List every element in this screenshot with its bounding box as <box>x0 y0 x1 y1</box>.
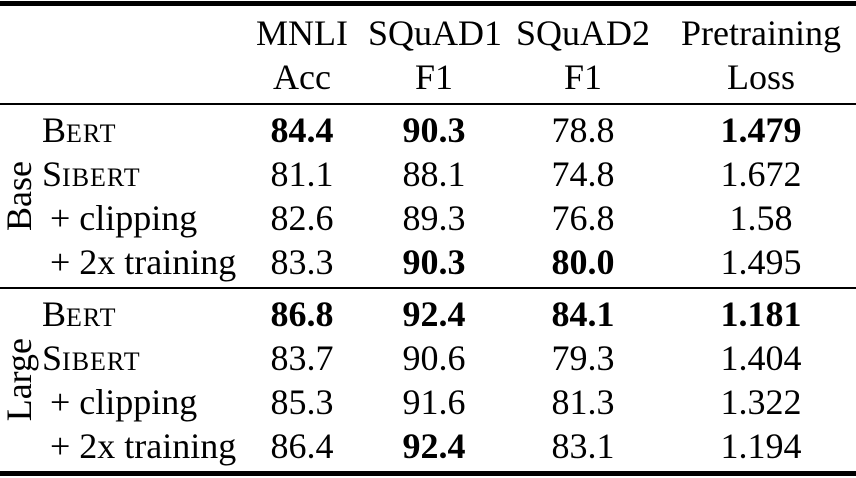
row-label: BERT <box>38 293 236 335</box>
bottom-rule <box>0 471 856 476</box>
value-mnli: 83.3 <box>270 242 334 282</box>
group-large-side: Large <box>0 292 39 468</box>
row-label: SIBERT <box>38 153 236 195</box>
header-line2: Loss <box>726 56 795 97</box>
value-loss: 1.181 <box>720 294 802 334</box>
value-mnli: 86.8 <box>270 294 334 334</box>
value-loss: 1.404 <box>720 338 802 378</box>
header-line1: SQuAD2 <box>515 12 650 53</box>
value-squad2: 84.1 <box>551 294 615 334</box>
group-base-rows: BERT 84.4 90.3 78.8 1.479 SIBERT 81.1 88… <box>38 108 856 284</box>
value-loss: 1.479 <box>720 110 802 150</box>
group-divider-rule <box>0 287 856 289</box>
label-cap: B <box>42 294 67 334</box>
label-cap: S <box>42 338 63 378</box>
value-squad2: 78.8 <box>551 110 615 150</box>
value-squad1: 90.6 <box>402 338 466 378</box>
row-large-bert: BERT 86.8 92.4 84.1 1.181 <box>38 292 856 336</box>
value-squad2: 81.3 <box>551 382 615 422</box>
header-line2: F1 <box>563 56 603 97</box>
header-rule <box>0 103 856 105</box>
row-label: BERT <box>38 109 236 151</box>
group-label-base: Base <box>0 161 39 231</box>
label-plain: + clipping <box>50 198 198 238</box>
header-line1: MNLI <box>256 12 348 53</box>
value-squad1: 90.3 <box>402 242 466 282</box>
value-squad1: 88.1 <box>402 154 466 194</box>
row-large-2x-training: + 2x training 86.4 92.4 83.1 1.194 <box>38 424 856 468</box>
header-line1: SQuAD1 <box>368 12 503 53</box>
table-header: MNLI Acc SQuAD1 F1 SQuAD2 F1 Pretraining… <box>0 6 856 103</box>
group-label-large: Large <box>0 338 39 422</box>
value-squad1: 91.6 <box>402 382 466 422</box>
value-mnli: 85.3 <box>270 382 334 422</box>
row-base-2x-training: + 2x training 83.3 90.3 80.0 1.495 <box>38 240 856 284</box>
row-base-sibert: SIBERT 81.1 88.1 74.8 1.672 <box>38 152 856 196</box>
value-squad2: 80.0 <box>551 242 615 282</box>
row-label: + 2x training <box>38 425 236 467</box>
label-plain: + clipping <box>50 382 198 422</box>
group-large-rows: BERT 86.8 92.4 84.1 1.181 SIBERT 83.7 90… <box>38 292 856 468</box>
row-label: SIBERT <box>38 337 236 379</box>
value-squad1: 92.4 <box>402 426 466 466</box>
row-large-sibert: SIBERT 83.7 90.6 79.3 1.404 <box>38 336 856 380</box>
row-base-clipping: + clipping 82.6 89.3 76.8 1.58 <box>38 196 856 240</box>
label-cap: S <box>42 154 63 194</box>
value-mnli: 84.4 <box>270 110 334 150</box>
header-col-mnli: MNLI Acc <box>236 11 368 99</box>
row-label: + clipping <box>38 197 236 239</box>
group-large: Large BERT 86.8 92.4 84.1 1.181 SIBERT 8… <box>0 289 856 471</box>
group-base: Base BERT 84.4 90.3 78.8 1.479 SIBERT 81… <box>0 105 856 287</box>
header-spacer <box>0 11 236 99</box>
group-base-side: Base <box>0 108 39 284</box>
label-plain: + 2x training <box>50 242 237 282</box>
value-loss: 1.322 <box>720 382 802 422</box>
value-mnli: 81.1 <box>270 154 334 194</box>
value-mnli: 86.4 <box>270 426 334 466</box>
row-label: + 2x training <box>38 241 236 283</box>
label-smallcaps: IBERT <box>62 163 141 192</box>
value-loss: 1.58 <box>729 198 793 238</box>
value-loss: 1.194 <box>720 426 802 466</box>
value-squad2: 76.8 <box>551 198 615 238</box>
header-line1: Pretraining <box>681 12 841 53</box>
value-mnli: 83.7 <box>270 338 334 378</box>
header-line2: Acc <box>273 56 331 97</box>
label-plain: + 2x training <box>50 426 237 466</box>
row-large-clipping: + clipping 85.3 91.6 81.3 1.322 <box>38 380 856 424</box>
header-col-squad1: SQuAD1 F1 <box>368 11 503 99</box>
value-squad2: 79.3 <box>551 338 615 378</box>
value-squad2: 83.1 <box>551 426 615 466</box>
header-col-squad2: SQuAD2 F1 <box>500 11 666 99</box>
row-label: + clipping <box>38 381 236 423</box>
value-squad1: 89.3 <box>402 198 466 238</box>
label-cap: B <box>42 110 67 150</box>
value-squad1: 90.3 <box>402 110 466 150</box>
value-loss: 1.672 <box>720 154 802 194</box>
value-mnli: 82.6 <box>270 198 334 238</box>
top-rule <box>0 1 856 6</box>
label-smallcaps: IBERT <box>62 347 141 376</box>
label-smallcaps: ERT <box>66 303 117 332</box>
label-smallcaps: ERT <box>66 119 117 148</box>
value-loss: 1.495 <box>720 242 802 282</box>
header-col-pretraining: Pretraining Loss <box>666 11 856 99</box>
value-squad2: 74.8 <box>551 154 615 194</box>
row-base-bert: BERT 84.4 90.3 78.8 1.479 <box>38 108 856 152</box>
header-line2: F1 <box>414 56 454 97</box>
value-squad1: 92.4 <box>402 294 466 334</box>
